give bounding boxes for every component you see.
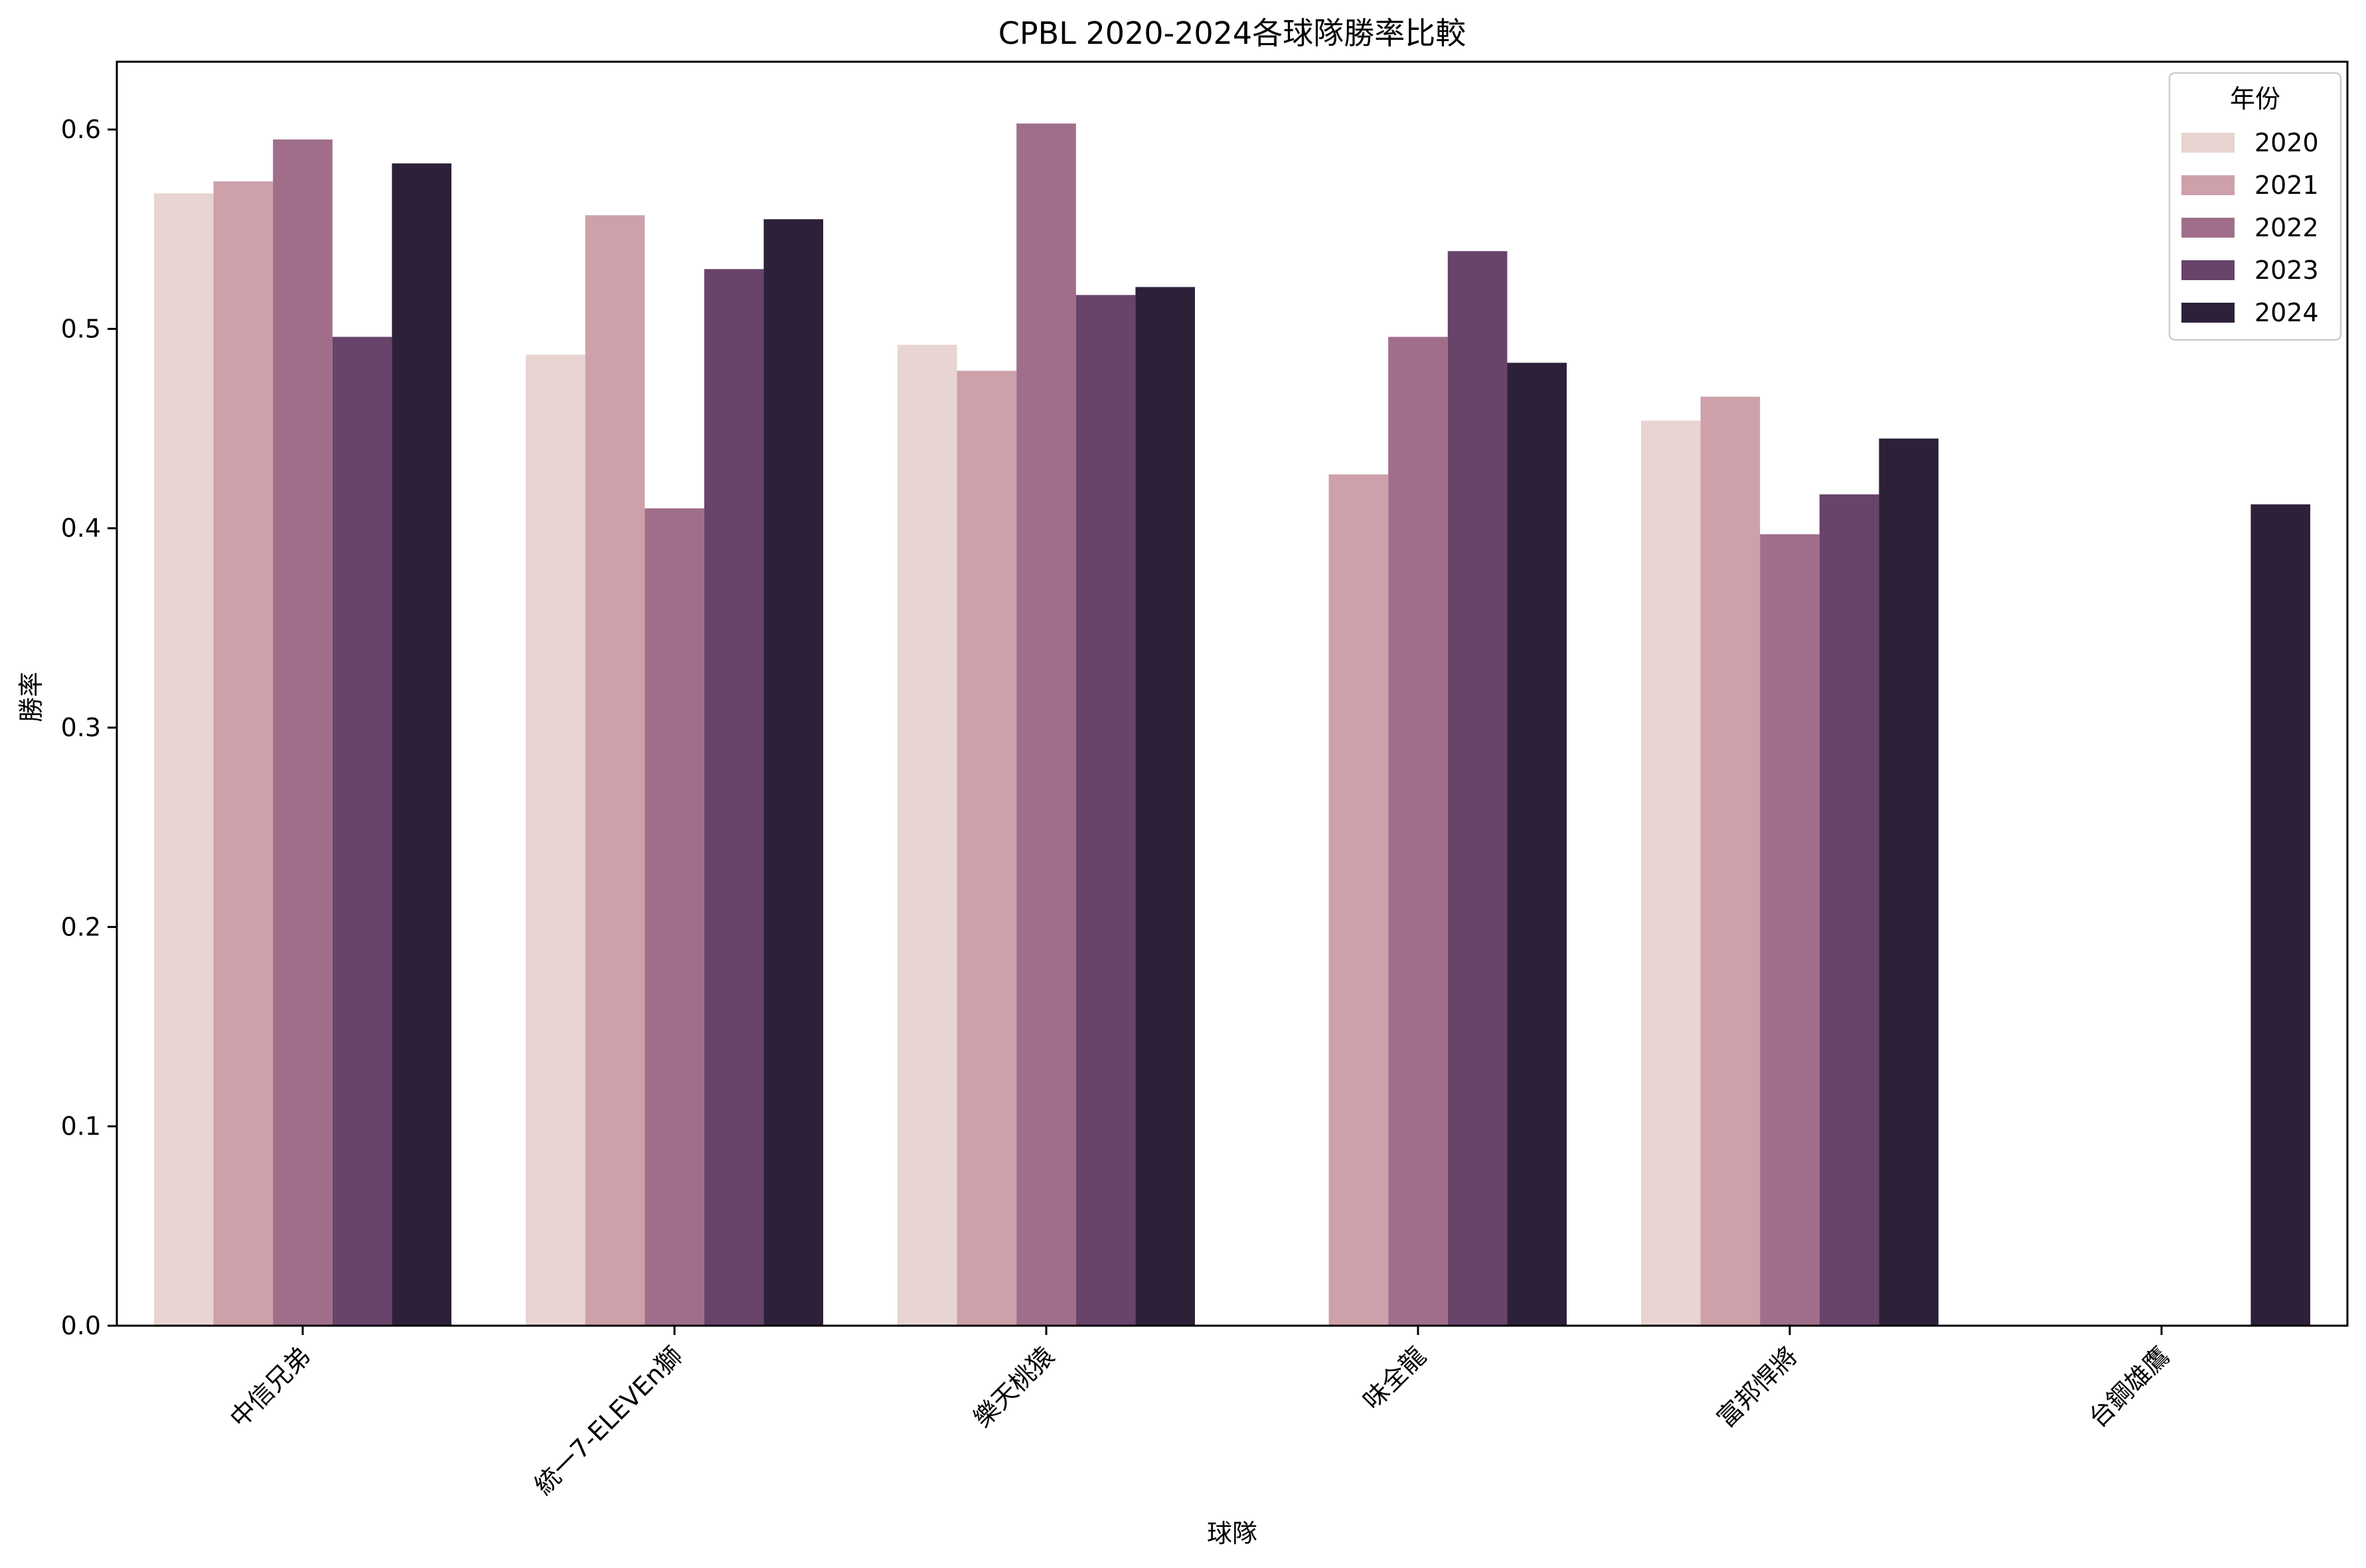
x-tick-label: 中信兄弟 [224,1341,317,1433]
y-tick-label: 0.4 [61,514,101,543]
bar-2021-3 [1328,474,1389,1326]
bar-2023-2 [1075,295,1136,1326]
bar-2020-1 [526,354,586,1326]
bar-2022-4 [1760,534,1820,1326]
x-tick-label: 統一7-ELEVEn獅 [529,1341,688,1500]
x-axis: 中信兄弟 統一7-ELEVEn獅 樂天桃猿 味全龍 富邦悍將 台鋼雄鷹 [224,1326,2175,1500]
bar-2020-2 [898,345,957,1326]
legend-swatch-2021 [2181,175,2235,195]
x-tick-label: 樂天桃猿 [968,1341,1060,1433]
bar-2022-3 [1388,337,1448,1326]
bar-2024-1 [763,219,823,1326]
y-tick-label: 0.1 [61,1112,101,1141]
bar-2022-1 [645,508,704,1326]
bars-group [154,123,2310,1326]
bar-2020-0 [154,193,214,1326]
bar-2023-1 [704,269,764,1326]
y-tick-label: 0.3 [61,713,101,742]
legend-swatch-2024 [2181,303,2235,323]
x-tick-label: 味全龍 [1358,1341,1432,1415]
legend: 年份 2020 2021 2022 2023 2024 [2168,72,2342,341]
x-tick-label: 富邦悍將 [1711,1341,1804,1433]
x-tick-label: 台鋼雄鷹 [2083,1341,2175,1433]
legend-swatch-2022 [2181,218,2235,238]
bar-2024-0 [392,163,451,1326]
bar-2020-4 [1641,420,1701,1326]
bar-2024-5 [2250,504,2310,1326]
legend-label-2021: 2021 [2254,171,2319,200]
bar-2024-2 [1135,287,1195,1326]
legend-swatch-2023 [2181,260,2235,280]
legend-swatch-2020 [2181,133,2235,153]
bar-2024-4 [1879,438,1938,1326]
y-tick-label: 0.5 [61,314,101,343]
bar-2021-2 [957,370,1017,1326]
chart-title: CPBL 2020-2024各球隊勝率比較 [998,15,1466,51]
legend-label-2024: 2024 [2254,298,2319,327]
bar-2023-3 [1447,251,1508,1326]
bar-2021-0 [213,181,274,1326]
bar-2023-0 [332,337,392,1326]
y-axis-label: 勝率 [17,672,46,722]
bar-2024-3 [1507,362,1567,1326]
bar-2022-0 [273,139,333,1326]
legend-label-2023: 2023 [2254,256,2319,285]
y-tick-label: 0.6 [61,115,101,144]
legend-title: 年份 [2230,84,2280,114]
y-tick-label: 0.2 [61,912,101,941]
bar-2023-4 [1819,494,1879,1326]
y-axis: 0.0 0.1 0.2 0.3 0.4 0.5 0.6 [61,115,117,1340]
bar-2022-2 [1016,123,1076,1326]
x-axis-label: 球隊 [1207,1519,1257,1548]
bar-2021-1 [585,215,645,1326]
bar-2021-4 [1700,396,1761,1326]
legend-label-2020: 2020 [2254,128,2319,157]
plot-frame [116,60,2349,1327]
y-tick-label: 0.0 [61,1311,101,1340]
legend-label-2022: 2022 [2254,213,2319,242]
